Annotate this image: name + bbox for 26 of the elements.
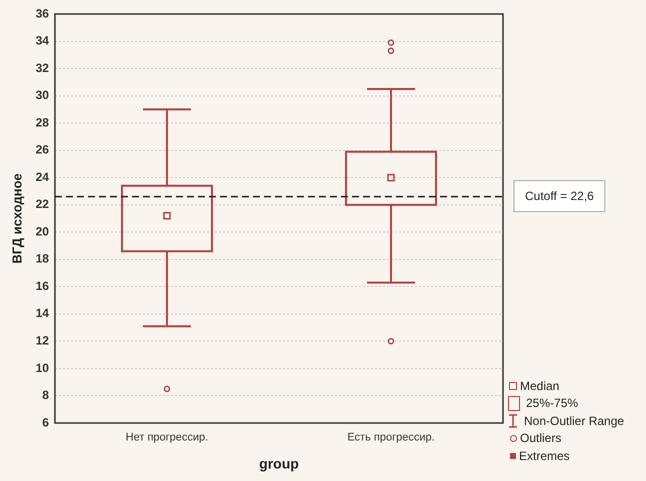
x-tick-label: Нет прогрессир. <box>126 432 208 444</box>
text: Extremes <box>519 448 570 463</box>
x-tick-label: Есть прогрессир. <box>347 432 435 444</box>
y-tick-label: 6 <box>42 415 50 430</box>
y-tick-label: 22 <box>36 197 50 212</box>
y-tick-label: 16 <box>36 278 50 293</box>
y-tick-label: 24 <box>36 170 50 184</box>
y-axis-title: ВГД исходное <box>9 173 24 264</box>
y-tick-label: 14 <box>36 306 50 320</box>
y-tick-label: 20 <box>36 224 50 238</box>
text: 25%-75% <box>526 396 578 410</box>
text: Outliers <box>520 431 562 446</box>
y-tick-label: 34 <box>36 34 50 48</box>
y-tick-label: 18 <box>36 252 50 266</box>
y-tick-label: 36 <box>36 6 50 20</box>
y-tick-label: 26 <box>36 142 50 157</box>
y-tick-label: 10 <box>36 360 50 375</box>
y-tick-label: 28 <box>36 115 50 130</box>
y-tick-label: 32 <box>36 60 50 75</box>
x-axis-title: group <box>259 455 299 472</box>
y-tick-label: 8 <box>42 388 50 402</box>
y-tick-label: 30 <box>36 88 50 102</box>
text: Median <box>520 378 560 393</box>
text: Non-Outlier Range <box>524 414 624 428</box>
ref-line-label: Cutoff = 22,6 <box>525 189 594 203</box>
y-tick-label: 12 <box>36 334 50 348</box>
